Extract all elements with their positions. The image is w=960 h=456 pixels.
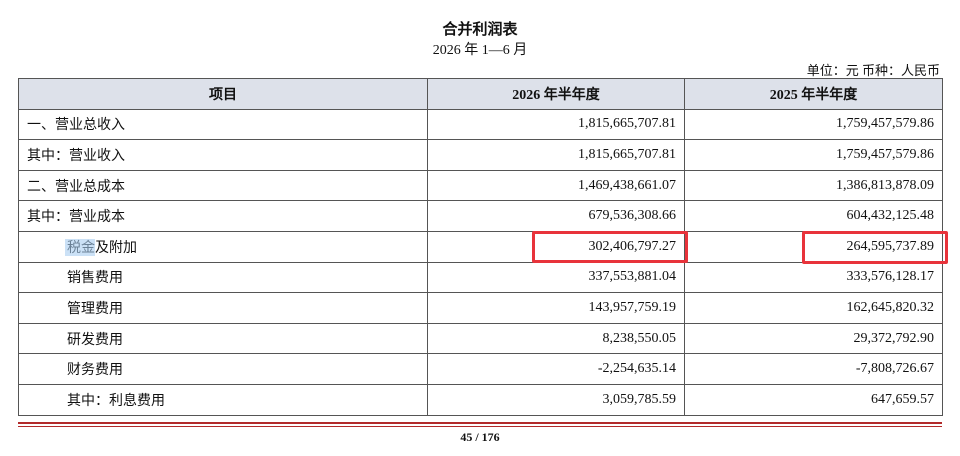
row-label: 其中：营业收入 bbox=[18, 139, 428, 171]
table-row: 其中：营业收入 1,815,665,707.81 1,759,457,579.86 bbox=[18, 139, 943, 171]
table-row: 二、营业总成本 1,469,438,661.07 1,386,813,878.09 bbox=[18, 169, 943, 202]
cell-value: 679,536,308.66 bbox=[427, 200, 685, 232]
footer-rule bbox=[18, 426, 942, 427]
table-row: 税金及附加 302,406,797.27 264,595,737.89 bbox=[18, 230, 943, 263]
cell-value: 1,759,457,579.86 bbox=[684, 139, 943, 171]
table-row: 其中：利息费用 3,059,785.59 647,659.57 bbox=[18, 383, 943, 416]
table-row: 一、营业总收入 1,815,665,707.81 1,759,457,579.86 bbox=[18, 108, 943, 141]
cell-value: 604,432,125.48 bbox=[684, 200, 943, 232]
cell-value: 29,372,792.90 bbox=[684, 322, 943, 355]
cell-value: 1,815,665,707.81 bbox=[427, 139, 685, 171]
table-row: 销售费用 337,553,881.04 333,576,128.17 bbox=[18, 261, 943, 294]
highlight-box bbox=[802, 231, 948, 264]
cell-value: -7,808,726.67 bbox=[684, 353, 943, 385]
row-label: 管理费用 bbox=[18, 292, 428, 324]
column-header: 2026 年半年度 bbox=[427, 78, 685, 110]
column-header: 2025 年半年度 bbox=[684, 78, 943, 110]
cell-value: 337,553,881.04 bbox=[427, 261, 685, 294]
cell-value: 162,645,820.32 bbox=[684, 292, 943, 324]
cell-value: 647,659.57 bbox=[684, 383, 943, 416]
table-row: 研发费用 8,238,550.05 29,372,792.90 bbox=[18, 322, 943, 355]
row-label: 一、营业总收入 bbox=[18, 108, 428, 141]
cell-value: 143,957,759.19 bbox=[427, 292, 685, 324]
row-label: 研发费用 bbox=[18, 322, 428, 355]
highlight-box bbox=[532, 231, 688, 263]
page-number: 45 / 176 bbox=[460, 430, 500, 444]
title: 合并利润表 bbox=[442, 22, 518, 38]
income-table: 项目 2026 年半年度 2025 年半年度 一、营业总收入 1,815,665,707… bbox=[18, 78, 943, 416]
table-row: 其中：营业成本 679,536,308.66 604,432,125.48 bbox=[18, 200, 943, 232]
table-row: 财务费用 -2,254,635.14 -7,808,726.67 bbox=[18, 353, 943, 385]
cell-value: -2,254,635.14 bbox=[427, 353, 685, 385]
row-label: 财务费用 bbox=[18, 353, 428, 385]
cell-value: 3,059,785.59 bbox=[427, 383, 685, 416]
cell-value: 1,469,438,661.07 bbox=[427, 169, 685, 202]
column-header: 项目 bbox=[18, 78, 428, 110]
cell-value: 302,406,797.27 bbox=[427, 230, 685, 263]
subtitle: 2026 年 1—6 月 bbox=[432, 43, 528, 58]
cell-value: 1,759,457,579.86 bbox=[684, 108, 943, 141]
cell-value: 1,386,813,878.09 bbox=[684, 169, 943, 202]
unit: 单位：元 币种：人民币 bbox=[806, 63, 940, 78]
row-label: 其中：利息费用 bbox=[18, 383, 428, 416]
text-selection bbox=[65, 239, 95, 256]
header-row: 项目 2026 年半年度 2025 年半年度 bbox=[18, 78, 943, 110]
row-label: 其中：营业成本 bbox=[18, 200, 428, 232]
cell-value: 8,238,550.05 bbox=[427, 322, 685, 355]
cell-value: 1,815,665,707.81 bbox=[427, 108, 685, 141]
cell-value: 333,576,128.17 bbox=[684, 261, 943, 294]
row-label: 二、营业总成本 bbox=[18, 169, 428, 202]
row-label: 销售费用 bbox=[18, 261, 428, 294]
table-row: 管理费用 143,957,759.19 162,645,820.32 bbox=[18, 292, 943, 324]
footer-rule bbox=[18, 422, 942, 424]
